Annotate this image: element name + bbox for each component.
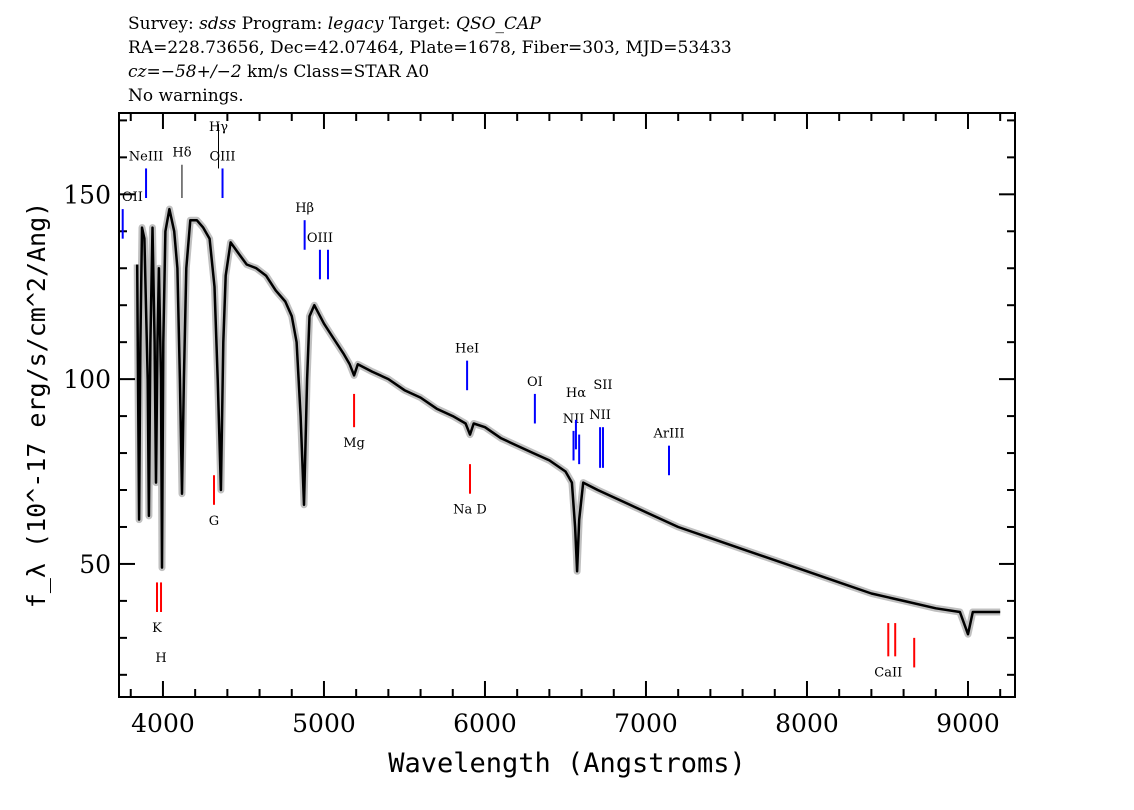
- x-tick-label: 8000: [775, 709, 839, 738]
- plot-frame: [118, 112, 1016, 698]
- header-line-4: No warnings.: [128, 86, 244, 106]
- program: legacy: [327, 14, 384, 34]
- spectrum-line: [135, 207, 1001, 636]
- header-line-3: cz=−58+/−2 km/s Class=STAR A0: [128, 62, 429, 82]
- label: Program:: [236, 14, 328, 34]
- x-tick-label: 4000: [131, 709, 195, 738]
- line-label: ArIII: [652, 427, 684, 442]
- label: Survey:: [128, 14, 200, 34]
- line-label: NII: [589, 408, 611, 423]
- target: QSO_CAP: [456, 14, 541, 34]
- line-label: Hβ: [295, 201, 314, 216]
- line-label: Hδ: [172, 146, 191, 161]
- line-label: OIII: [307, 231, 333, 246]
- y-tick-label: 100: [63, 365, 111, 394]
- x-tick-label: 9000: [936, 709, 1000, 738]
- x-axis-label: Wavelength (Angstroms): [388, 748, 746, 779]
- class: km/s Class=STAR A0: [241, 62, 430, 82]
- x-tick-label: 6000: [453, 709, 517, 738]
- y-axis-label: f_λ (10^-17 erg/s/cm^2/Ang): [22, 202, 51, 608]
- line-label: OIII: [209, 149, 235, 164]
- line-label: K: [152, 621, 162, 636]
- header-line-1: Survey: sdss Program: legacy Target: QSO…: [128, 14, 541, 34]
- line-label: CaII: [874, 665, 902, 680]
- line-label: NII: [563, 412, 585, 427]
- line-label: Hγ: [209, 120, 228, 135]
- line-label: Mg: [343, 436, 365, 451]
- line-label: G: [209, 514, 219, 529]
- line-label: OI: [527, 375, 543, 390]
- y-tick-label: 50: [79, 550, 111, 579]
- header-line-2: RA=228.73656, Dec=42.07464, Plate=1678, …: [128, 38, 732, 58]
- y-tick-label: 150: [63, 180, 111, 209]
- survey: sdss: [199, 14, 237, 34]
- x-tick-label: 7000: [614, 709, 678, 738]
- line-label: OII: [122, 190, 143, 205]
- label: Target:: [383, 14, 457, 34]
- line-label: Hα: [566, 386, 586, 401]
- redshift: cz=−58+/−2: [128, 62, 242, 82]
- line-label: SII: [593, 378, 612, 393]
- line-label: HeI: [455, 342, 479, 357]
- line-label: Na D: [453, 503, 487, 518]
- x-tick-label: 5000: [292, 709, 356, 738]
- line-label: NeIII: [129, 149, 163, 164]
- line-label: H: [155, 651, 166, 666]
